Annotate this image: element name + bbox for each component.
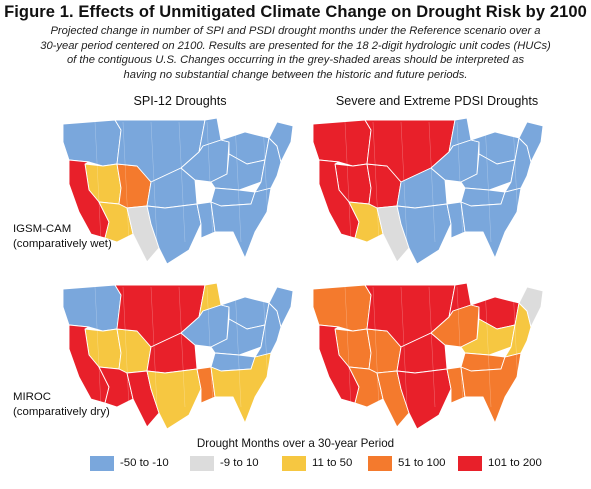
huc-region [210, 187, 256, 207]
huc-region [268, 121, 294, 163]
figure-subtitle: Projected change in number of SPI and PS… [30, 24, 561, 82]
state-boundary-line [178, 121, 186, 243]
state-boundary-line [484, 286, 492, 408]
map-igsm-pdsi [312, 117, 544, 265]
state-boundary-line [456, 286, 464, 408]
state-boundary-line [456, 121, 464, 243]
legend-label: 101 to 200 [488, 457, 542, 469]
huc-region [196, 366, 216, 404]
state-boundary-line [234, 286, 242, 408]
huc-region [348, 366, 384, 408]
huc-region [196, 201, 216, 239]
legend-swatch [282, 456, 306, 471]
huc-region [268, 286, 294, 328]
state-boundary-line [262, 121, 270, 243]
state-boundary-line [94, 121, 102, 243]
legend-swatch [458, 456, 482, 471]
map-miroc-pdsi [312, 282, 544, 430]
row-label-igsm-note: (comparatively wet) [13, 237, 112, 250]
legend-label: 51 to 100 [398, 457, 446, 469]
huc-region [98, 366, 134, 408]
state-boundary-line [344, 286, 352, 408]
huc-region [210, 352, 272, 424]
row-label-igsm: IGSM-CAM (comparatively wet) [13, 222, 112, 251]
huc-region [518, 121, 544, 163]
legend-swatch [90, 456, 114, 471]
legend-swatch [368, 456, 392, 471]
state-boundary-line [206, 121, 214, 243]
huc-region [396, 368, 452, 430]
state-boundary-line [344, 121, 352, 243]
huc-region [146, 203, 202, 265]
row-label-miroc-name: MIROC [13, 391, 51, 403]
huc-region [62, 284, 122, 332]
legend-label: -9 to 10 [220, 457, 259, 469]
huc-region [146, 368, 202, 430]
legend-label: -50 to -10 [120, 457, 169, 469]
huc-region [348, 201, 384, 243]
legend-swatch [190, 456, 214, 471]
huc-region [446, 366, 466, 404]
huc-region [312, 119, 372, 167]
state-boundary-line [150, 121, 158, 243]
state-boundary-line [372, 286, 380, 408]
state-boundary-line [400, 121, 408, 243]
subtitle-line-3: of the contiguous U.S. Changes occurring… [66, 54, 525, 67]
row-label-miroc: MIROC (comparatively dry) [13, 390, 110, 419]
huc-region [460, 352, 506, 372]
legend-label: 11 to 50 [312, 457, 353, 469]
state-boundary-line [512, 121, 520, 243]
huc-region [460, 352, 522, 424]
state-boundary-line [428, 121, 436, 243]
state-boundary-line [234, 121, 242, 243]
map-igsm-spi [62, 117, 294, 265]
legend: -50 to -10 -9 to 10 11 to 50 51 to 100 1… [90, 455, 570, 473]
huc-region [460, 187, 506, 207]
huc-region [62, 119, 122, 167]
state-boundary-line [122, 286, 130, 408]
huc-region [98, 201, 134, 243]
state-boundary-line [262, 286, 270, 408]
huc-region [446, 201, 466, 239]
subtitle-line-1: Projected change in number of SPI and PS… [50, 25, 541, 37]
huc-region [210, 187, 272, 259]
subtitle-line-2: 30-year period centered on 2100. Results… [40, 39, 551, 52]
column-heading-spi: SPI-12 Droughts [133, 94, 227, 108]
state-boundary-line [400, 286, 408, 408]
huc-region [396, 203, 452, 265]
state-boundary-line [150, 286, 158, 408]
state-boundary-line [428, 286, 436, 408]
row-label-igsm-name: IGSM-CAM [13, 223, 72, 235]
legend-title: Drought Months over a 30-year Period [196, 437, 395, 450]
huc-region [460, 187, 522, 259]
state-boundary-line [94, 286, 102, 408]
map-miroc-spi [62, 282, 294, 430]
subtitle-line-4: having no substantial change between the… [123, 68, 468, 81]
huc-region [518, 286, 544, 328]
column-heading-pdsi: Severe and Extreme PDSI Droughts [335, 94, 539, 108]
state-boundary-line [122, 121, 130, 243]
state-boundary-line [178, 286, 186, 408]
huc-region [312, 284, 372, 332]
state-boundary-line [372, 121, 380, 243]
figure-title: Figure 1. Effects of Unmitigated Climate… [4, 3, 587, 21]
row-label-miroc-note: (comparatively dry) [13, 405, 110, 418]
state-boundary-line [206, 286, 214, 408]
state-boundary-line [484, 121, 492, 243]
huc-region [210, 352, 256, 372]
state-boundary-line [512, 286, 520, 408]
